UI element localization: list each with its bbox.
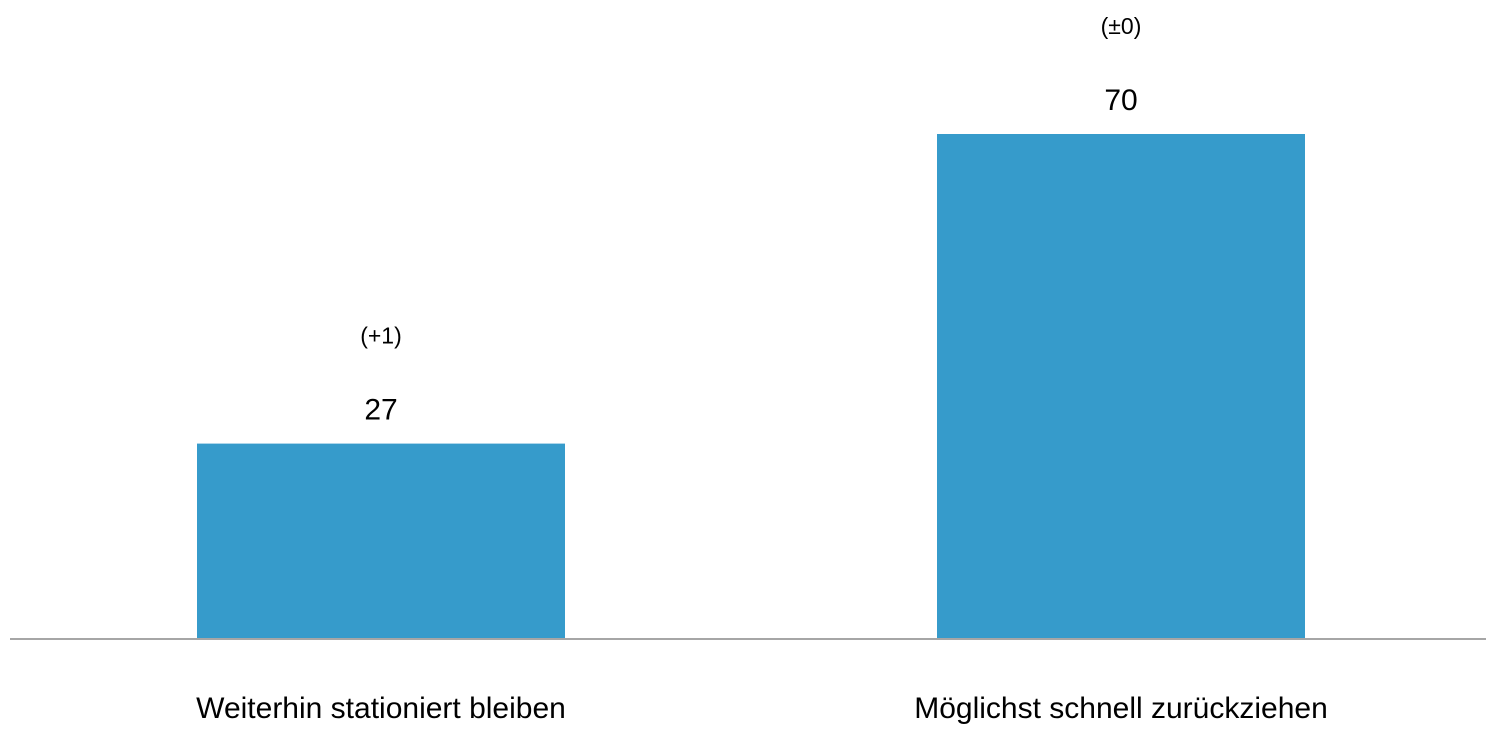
category-label-1: Weiterhin stationiert bleiben bbox=[196, 692, 566, 725]
bar-1 bbox=[197, 443, 565, 638]
bar-2 bbox=[937, 134, 1305, 638]
bar-value-label-2: 70 bbox=[1104, 84, 1137, 117]
category-label-2: Möglichst schnell zurückziehen bbox=[914, 692, 1328, 725]
bar-change-label-2: (±0) bbox=[1101, 13, 1142, 39]
bar-change-label-1: (+1) bbox=[360, 323, 402, 349]
bar-value-label-1: 27 bbox=[364, 394, 397, 427]
